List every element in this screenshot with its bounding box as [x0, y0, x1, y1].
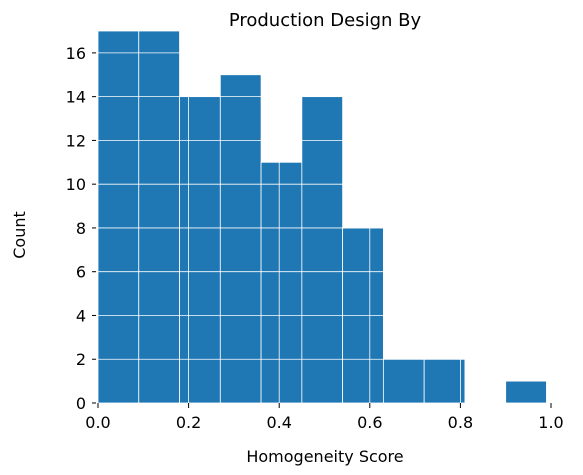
histogram-bar [219, 74, 262, 404]
x-tick-label: 0.0 [85, 413, 110, 432]
y-axis: 0 2 4 6 8 10 12 14 16 [66, 44, 96, 413]
x-tick-label: 0.8 [448, 413, 473, 432]
y-tick-label: 12 [66, 131, 86, 150]
x-tick-label: 0.2 [176, 413, 201, 432]
y-tick-label: 14 [66, 88, 86, 107]
histogram-bar [423, 358, 466, 404]
y-tick-label: 6 [76, 263, 86, 282]
histogram-bar [301, 96, 344, 404]
histogram-bar [260, 161, 303, 404]
y-tick-label: 16 [66, 44, 86, 63]
x-tick-label: 0.4 [266, 413, 291, 432]
x-axis-label: Homogeneity Score [246, 447, 403, 466]
grid-group [98, 31, 551, 403]
y-tick-label: 10 [66, 175, 86, 194]
chart-title: Production Design By [229, 10, 422, 31]
y-tick-label: 2 [76, 350, 86, 369]
y-tick-label: 0 [76, 394, 86, 413]
bars-group [97, 30, 547, 404]
histogram-bar [138, 30, 180, 404]
histogram-bar [505, 380, 547, 404]
x-tick-label: 0.6 [357, 413, 382, 432]
histogram-bar [179, 96, 221, 404]
y-tick-label: 8 [76, 219, 86, 238]
histogram-bar [382, 358, 425, 404]
x-axis: 0.0 0.2 0.4 0.6 0.8 1.0 [85, 403, 564, 432]
y-tick-label: 4 [76, 306, 86, 325]
histogram-bar [97, 30, 140, 404]
x-tick-label: 1.0 [538, 413, 563, 432]
y-axis-label: Count [10, 211, 29, 259]
